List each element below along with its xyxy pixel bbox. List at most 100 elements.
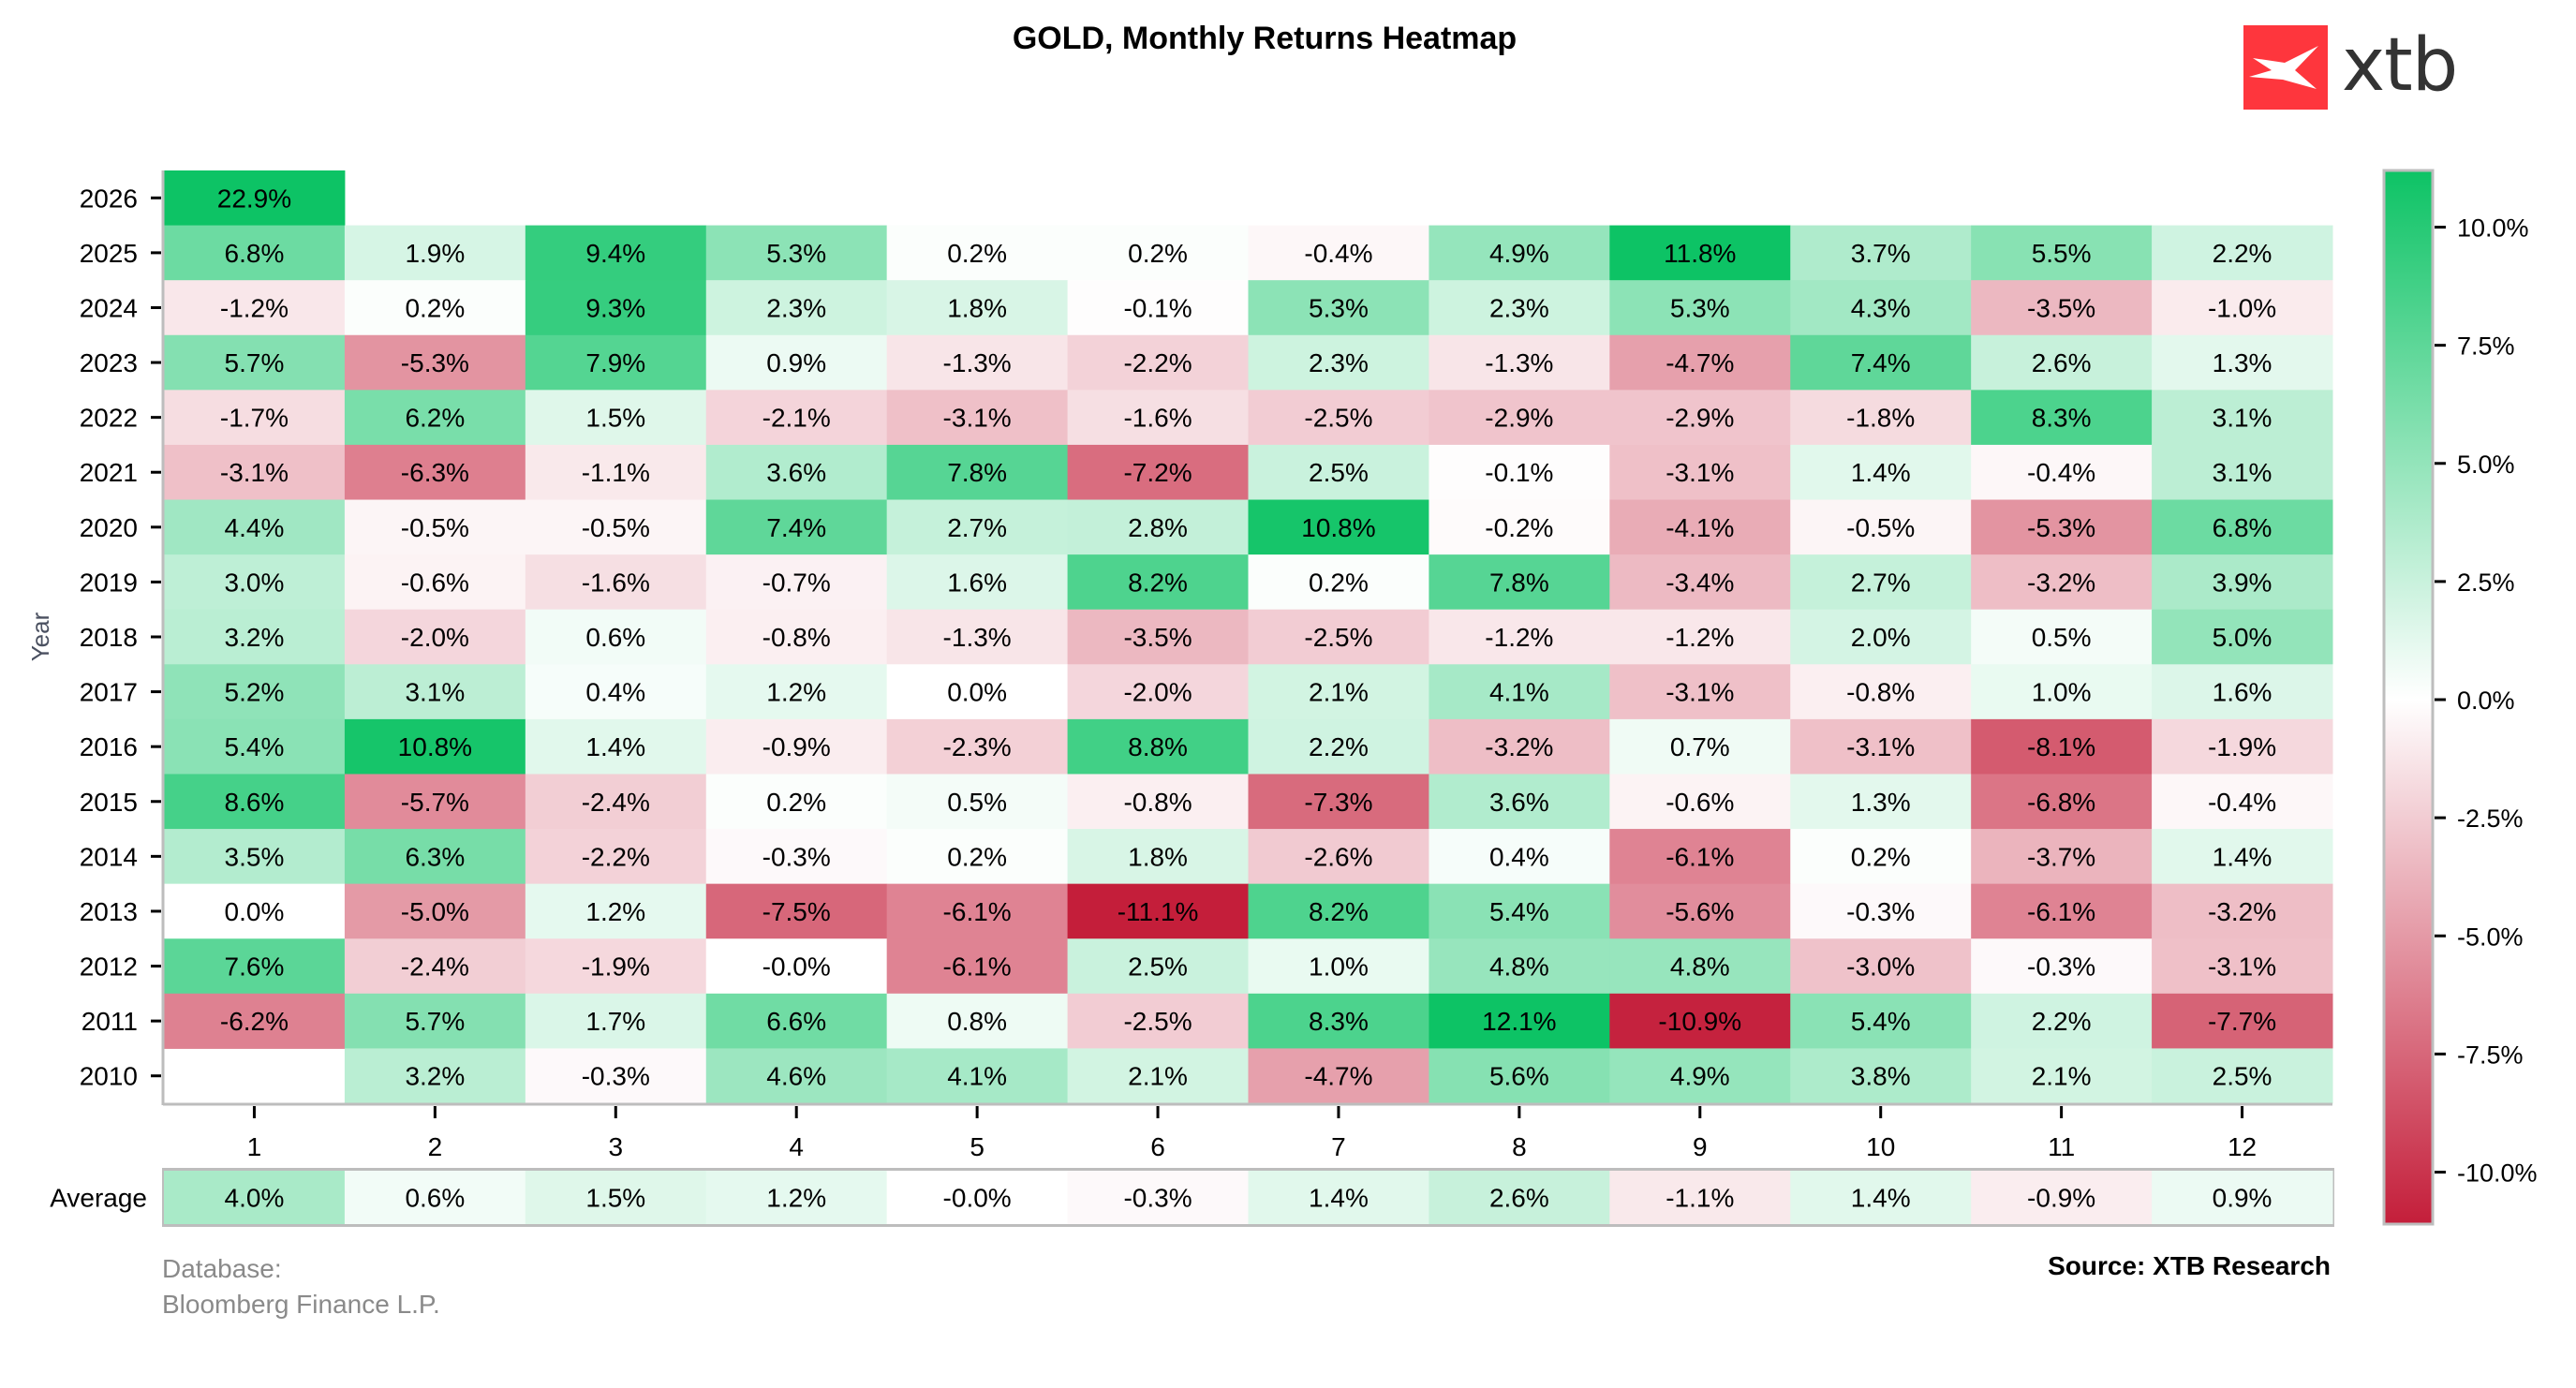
cell-label: -1.8% bbox=[1846, 404, 1915, 433]
heatmap-cell bbox=[1609, 993, 1791, 1049]
heatmap-cell bbox=[1609, 883, 1791, 939]
heatmap-cell bbox=[705, 280, 888, 336]
y-axis-label: Year bbox=[26, 612, 54, 661]
heatmap-cell bbox=[164, 664, 346, 720]
cell-label: 0.4% bbox=[585, 678, 645, 707]
heatmap-cell bbox=[2152, 225, 2333, 281]
cell-label: 0.2% bbox=[1309, 568, 1369, 597]
heatmap-cell bbox=[1609, 444, 1791, 501]
cell-label: 0.2% bbox=[947, 239, 1007, 268]
cell-label: 7.4% bbox=[766, 513, 826, 542]
heatmap-cell bbox=[1429, 664, 1610, 720]
cell-label: 1.2% bbox=[585, 897, 645, 926]
heatmap-cell bbox=[1971, 499, 2153, 555]
chart-title: GOLD, Monthly Returns Heatmap bbox=[1012, 21, 1517, 56]
cell-label: 3.6% bbox=[1489, 788, 1549, 817]
heatmap-cell bbox=[1971, 829, 2153, 885]
cell-label: 0.0% bbox=[225, 897, 285, 926]
cell-label: -2.0% bbox=[401, 623, 469, 652]
cell-label: 8.3% bbox=[2032, 404, 2092, 433]
cell-label: 2.2% bbox=[2032, 1007, 2092, 1036]
cell-label: -5.3% bbox=[401, 348, 469, 377]
average-cell-label: 2.6% bbox=[1489, 1184, 1549, 1213]
cell-label: -11.1% bbox=[1118, 897, 1199, 926]
cell-label: 1.5% bbox=[585, 404, 645, 433]
y-tick-label: 2015 bbox=[80, 788, 138, 817]
heatmap-cell bbox=[2152, 829, 2333, 885]
cell-label: 2.5% bbox=[1128, 952, 1188, 982]
x-tick-label: 3 bbox=[609, 1132, 624, 1161]
heatmap-cell bbox=[1971, 554, 2153, 611]
average-cell-label: 1.4% bbox=[1851, 1184, 1911, 1213]
cell-label: 3.7% bbox=[1851, 239, 1911, 268]
colorbar-tick-label: -5.0% bbox=[2457, 923, 2524, 951]
heatmap-cell bbox=[2152, 280, 2333, 336]
cell-label: 1.3% bbox=[2213, 348, 2273, 377]
cell-label: 3.2% bbox=[405, 1062, 465, 1091]
heatmap-cell bbox=[164, 280, 346, 336]
x-tick-label: 12 bbox=[2228, 1132, 2257, 1161]
y-tick-label: 2020 bbox=[80, 513, 138, 542]
heatmap-cell bbox=[1790, 718, 1972, 775]
colorbar-tick-label: 2.5% bbox=[2457, 568, 2515, 597]
cell-label: 7.9% bbox=[585, 348, 645, 377]
average-cell bbox=[886, 1171, 1069, 1224]
cell-label: -1.6% bbox=[1123, 404, 1192, 433]
cell-label: 3.8% bbox=[1851, 1062, 1911, 1091]
cell-label: -1.2% bbox=[1666, 623, 1734, 652]
heatmap-cell bbox=[705, 499, 888, 555]
heatmap-cell bbox=[886, 334, 1069, 391]
heatmap-cell bbox=[1067, 774, 1249, 830]
heatmap-cell bbox=[344, 280, 526, 336]
colorbar-tick-label: -10.0% bbox=[2457, 1159, 2538, 1188]
cell-label: 5.4% bbox=[225, 732, 285, 761]
heatmap-cell bbox=[705, 993, 888, 1049]
cell-label: 2.2% bbox=[2213, 239, 2273, 268]
cell-label: -10.9% bbox=[1658, 1007, 1741, 1036]
heatmap-cell bbox=[1067, 334, 1249, 391]
heatmap-cell bbox=[1971, 444, 2153, 501]
cell-label: -5.0% bbox=[401, 897, 469, 926]
heatmap-cell bbox=[1429, 1048, 1610, 1104]
cell-label: 0.5% bbox=[947, 788, 1007, 817]
heatmap-cell bbox=[1790, 554, 1972, 611]
heatmap-cell bbox=[1248, 829, 1429, 885]
heatmap-cell bbox=[164, 938, 346, 995]
cell-label: -2.9% bbox=[1485, 404, 1553, 433]
y-tick-label: 2021 bbox=[80, 458, 138, 487]
heatmap-cell bbox=[705, 444, 888, 501]
heatmap-cell bbox=[164, 883, 346, 939]
heatmap-cell bbox=[525, 1048, 707, 1104]
heatmap-cell bbox=[1609, 609, 1791, 665]
cell-label: 2.5% bbox=[2213, 1062, 2273, 1091]
heatmap-cell bbox=[525, 883, 707, 939]
cell-label: -0.3% bbox=[762, 842, 831, 871]
average-cell bbox=[1248, 1171, 1429, 1224]
cell-label: 7.6% bbox=[225, 952, 285, 982]
cell-label: 5.5% bbox=[2032, 239, 2092, 268]
cell-label: 5.7% bbox=[405, 1007, 465, 1036]
cell-label: 4.8% bbox=[1670, 952, 1730, 982]
cell-label: 6.8% bbox=[225, 239, 285, 268]
cell-label: -5.7% bbox=[401, 788, 469, 817]
cell-label: -1.3% bbox=[1485, 348, 1553, 377]
heatmap-cell bbox=[886, 883, 1069, 939]
heatmap-cell bbox=[1971, 225, 2153, 281]
heatmap-cell bbox=[1429, 993, 1610, 1049]
heatmap-cell bbox=[1971, 1048, 2153, 1104]
heatmap-cell bbox=[525, 774, 707, 830]
cell-label: -3.1% bbox=[1846, 732, 1915, 761]
heatmap-cell bbox=[1971, 334, 2153, 391]
heatmap-cell bbox=[525, 554, 707, 611]
average-cell bbox=[1609, 1171, 1791, 1224]
cell-label: 5.6% bbox=[1489, 1062, 1549, 1091]
y-tick-label: 2012 bbox=[80, 952, 138, 982]
heatmap-cell bbox=[705, 718, 888, 775]
heatmap-cell bbox=[1429, 554, 1610, 611]
cell-label: 3.6% bbox=[766, 458, 826, 487]
heatmap-cell bbox=[344, 993, 526, 1049]
heatmap-cell bbox=[886, 774, 1069, 830]
cell-label: -0.5% bbox=[1846, 513, 1915, 542]
cell-label: -4.7% bbox=[1666, 348, 1734, 377]
